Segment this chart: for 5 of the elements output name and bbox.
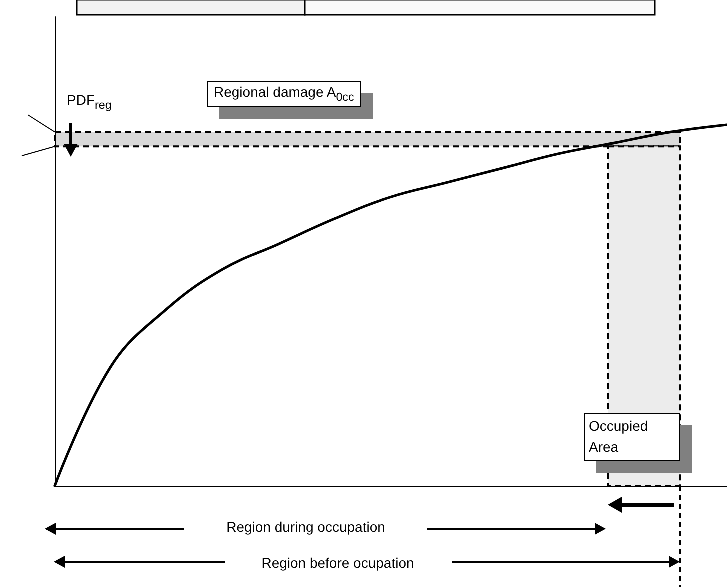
band-label: Regional damage A$_{0cc}$ [207,81,362,107]
annotation: Occupied Area [584,413,680,461]
text: PDF$_{reg}$ [67,92,112,112]
text: Region during occupation [226,519,386,535]
text: Region before ocupation [262,555,414,571]
